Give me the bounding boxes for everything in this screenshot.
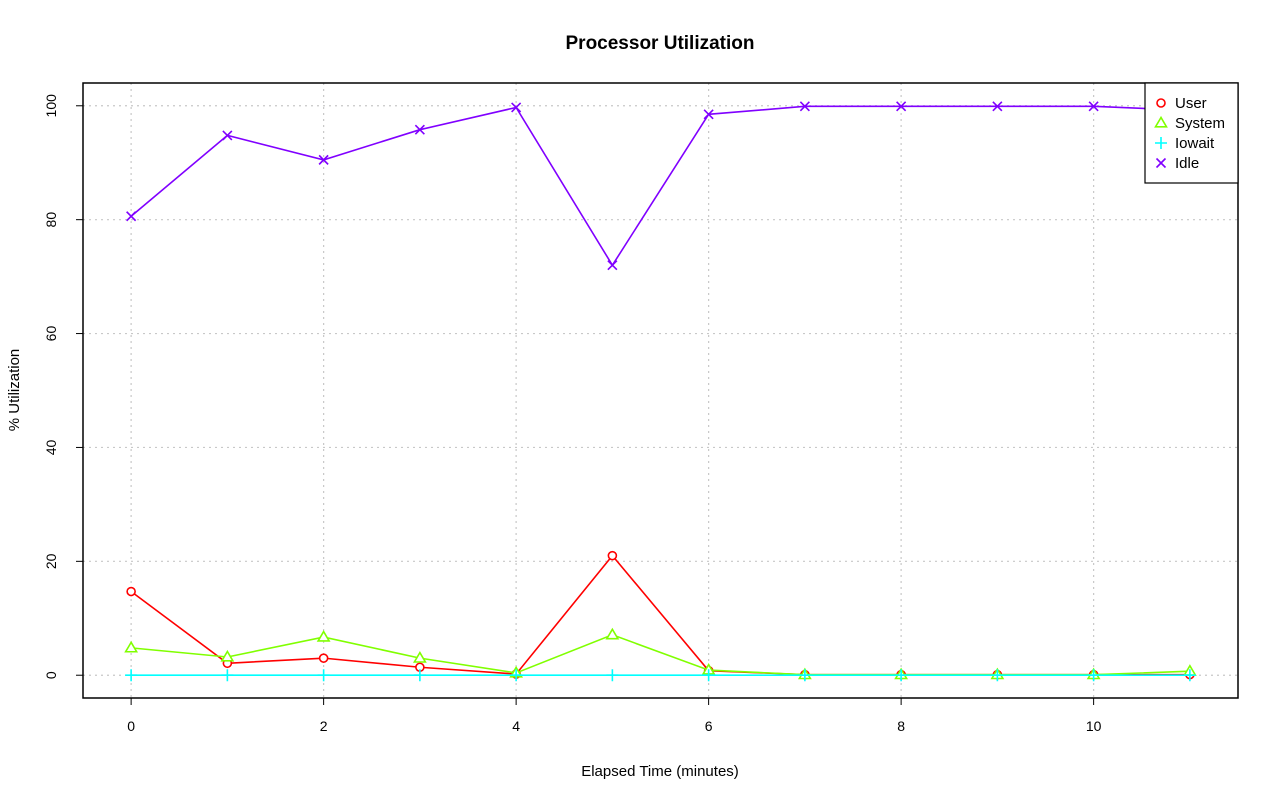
- legend: User System Iowait Idle: [1144, 82, 1239, 184]
- x-tick-label: 0: [127, 718, 135, 734]
- data-point-idle: [799, 101, 810, 112]
- data-point-idle: [1088, 101, 1099, 112]
- legend-label-system: System: [1175, 115, 1225, 132]
- data-point-iowait: [1087, 669, 1100, 682]
- x-axis-label: Elapsed Time (minutes): [581, 763, 739, 780]
- legend-label-user: User: [1175, 95, 1207, 112]
- y-tick-label: 100: [43, 94, 59, 118]
- data-point-iowait: [606, 669, 619, 682]
- data-point-user: [318, 653, 329, 663]
- data-point-system: [605, 627, 620, 640]
- y-tick-label: 40: [43, 439, 59, 455]
- legend-marker-system: [1154, 115, 1168, 128]
- legend-marker-iowait: [1155, 137, 1167, 149]
- y-tick-label: 20: [43, 553, 59, 569]
- data-point-idle: [607, 260, 618, 271]
- legend-marker-user: [1156, 98, 1166, 108]
- data-point-idle: [896, 101, 907, 112]
- data-point-idle: [992, 101, 1003, 112]
- data-point-iowait: [991, 669, 1004, 682]
- x-tick-label: 8: [897, 718, 905, 734]
- data-point-system: [124, 640, 139, 653]
- data-point-system: [220, 649, 235, 662]
- data-point-iowait: [895, 669, 908, 682]
- data-point-idle: [126, 211, 137, 222]
- x-tick-label: 2: [320, 718, 328, 734]
- y-tick-label: 0: [43, 671, 59, 679]
- data-point-idle: [511, 102, 522, 113]
- data-point-user: [607, 550, 618, 561]
- legend-marker-idle: [1155, 157, 1167, 169]
- y-axis-label: % Utilization: [6, 349, 23, 432]
- data-point-user: [126, 586, 136, 597]
- series-line-idle: [130, 105, 1190, 267]
- data-point-iowait: [510, 669, 523, 682]
- data-point-iowait: [221, 669, 234, 682]
- data-point-iowait: [413, 669, 426, 682]
- data-point-iowait: [125, 669, 138, 682]
- data-point-iowait: [702, 669, 715, 682]
- x-tick-label: 10: [1086, 718, 1102, 734]
- legend-label-idle: Idle: [1175, 155, 1199, 172]
- data-point-idle: [318, 154, 329, 165]
- data-point-iowait: [317, 669, 330, 682]
- legend-label-iowait: Iowait: [1175, 135, 1215, 152]
- data-point-idle: [414, 124, 425, 135]
- x-tick-label: 4: [512, 718, 520, 734]
- data-point-idle: [222, 130, 233, 141]
- chart-title: Processor Utilization: [566, 33, 755, 54]
- y-tick-label: 80: [43, 212, 59, 228]
- data-point-iowait: [1183, 669, 1196, 682]
- data-point-system: [316, 629, 331, 642]
- data-point-system: [412, 651, 427, 663]
- plot-frame: [82, 82, 1239, 699]
- y-tick-label: 60: [43, 326, 59, 342]
- x-tick-label: 6: [705, 718, 713, 734]
- data-point-idle: [703, 109, 714, 120]
- data-point-iowait: [798, 669, 811, 682]
